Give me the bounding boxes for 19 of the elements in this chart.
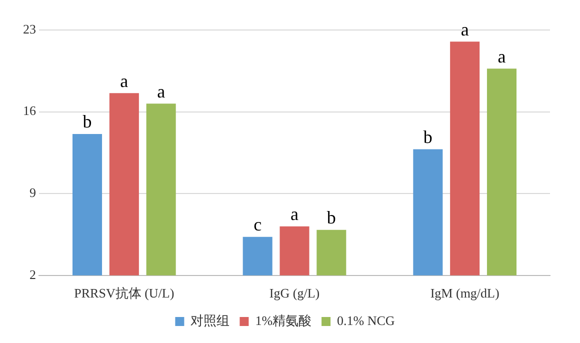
legend-label: 0.1% NCG <box>337 312 395 328</box>
data-label: a <box>460 19 469 40</box>
data-label: b <box>82 112 92 132</box>
y-tick-label: 23 <box>23 21 36 36</box>
y-tick-label: 2 <box>30 266 36 282</box>
data-label: a <box>498 46 506 66</box>
x-tick-label: IgM (mg/dL) <box>430 286 500 301</box>
y-tick-label: 9 <box>30 185 36 200</box>
x-tick-label: IgG (g/L) <box>269 286 320 301</box>
data-label: a <box>290 204 298 224</box>
legend-label: 对照组 <box>190 312 230 328</box>
data-label: a <box>120 70 128 91</box>
data-label: a <box>157 81 166 102</box>
data-label: b <box>326 208 336 228</box>
y-tick-label: 16 <box>23 103 36 118</box>
legend-label: 1%精氨酸 <box>255 312 312 328</box>
data-label: c <box>254 214 262 235</box>
data-label: b <box>423 126 432 147</box>
x-tick-label: PRRSV抗体 (U/L) <box>74 286 174 301</box>
